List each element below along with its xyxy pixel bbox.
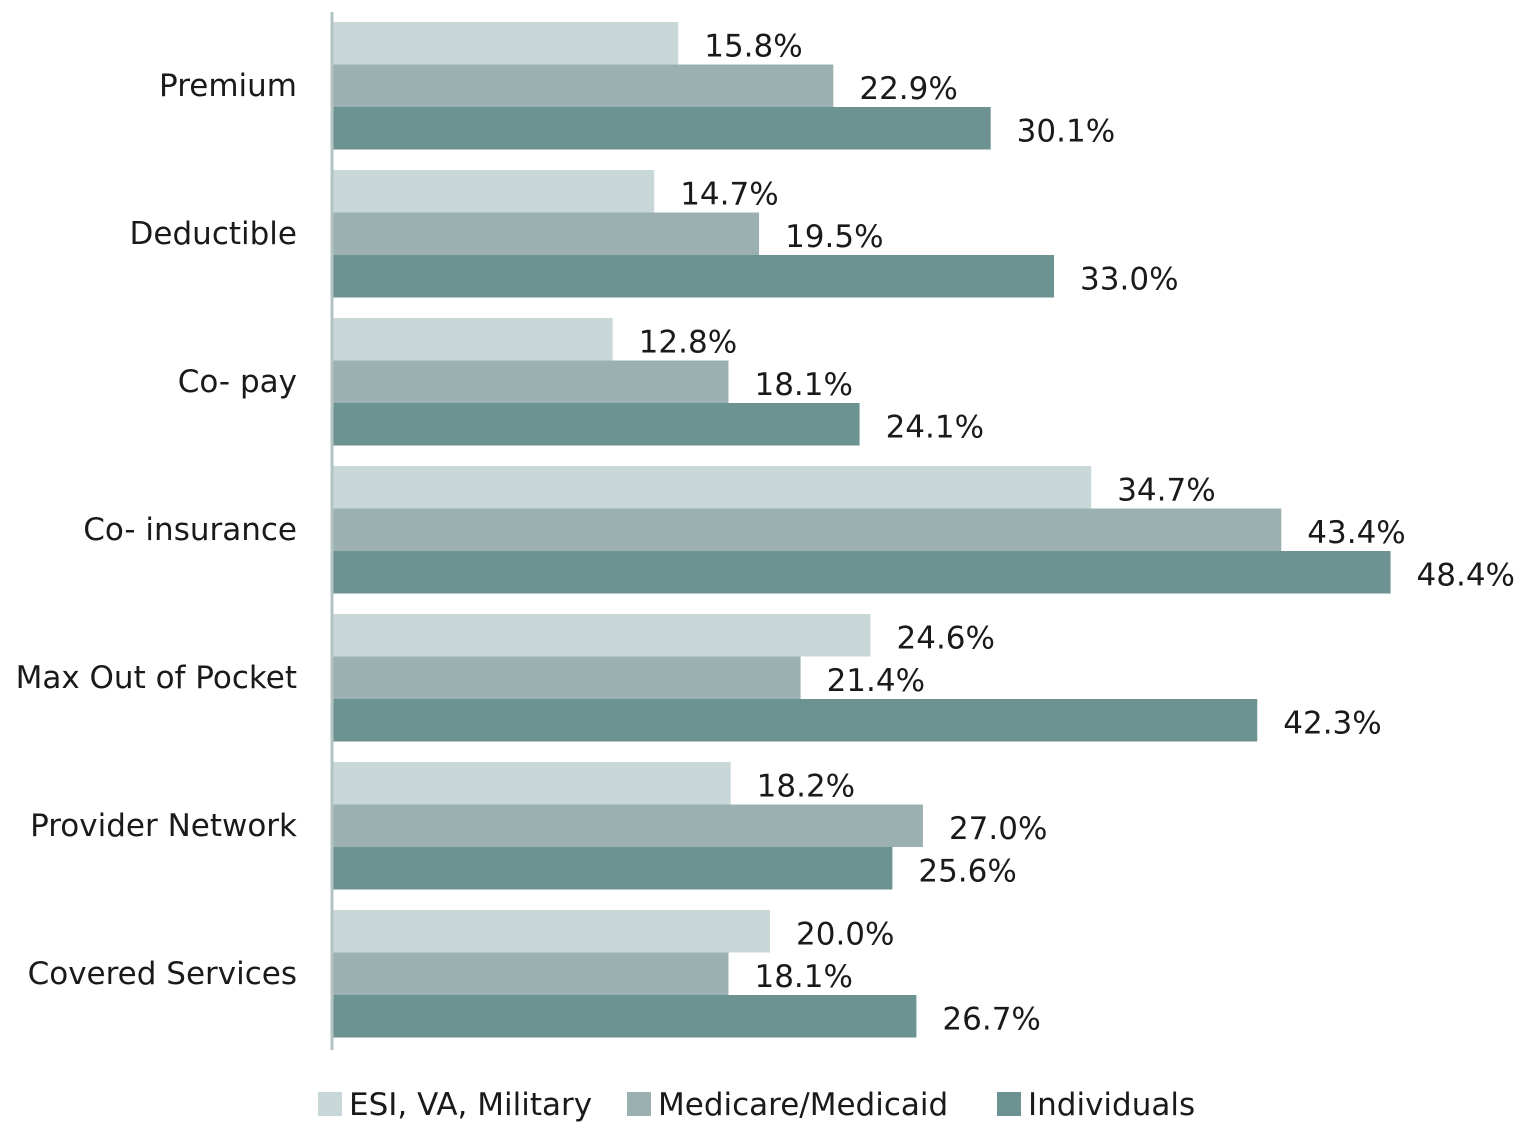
data-label: 24.1% [886, 409, 984, 445]
category-label: Deductible [130, 216, 297, 252]
category-label: Co- insurance [83, 512, 297, 548]
data-label: 18.1% [754, 367, 852, 403]
data-label: 21.4% [827, 663, 925, 699]
legend-label: ESI, VA, Military [349, 1087, 592, 1123]
bar-esi-va-military [333, 910, 770, 953]
data-label: 26.7% [942, 1001, 1040, 1037]
data-label: 20.0% [796, 916, 894, 952]
category-label: Covered Services [28, 956, 297, 992]
bar-medicare-medicaid [333, 952, 729, 995]
bar-esi-va-military [333, 466, 1092, 509]
bar-individuals [333, 995, 917, 1038]
data-label: 24.6% [897, 620, 995, 656]
bars-group [333, 22, 1391, 1038]
data-label: 48.4% [1417, 557, 1515, 593]
bar-medicare-medicaid [333, 212, 760, 255]
bar-esi-va-military [333, 318, 613, 361]
category-label: Co- pay [178, 364, 297, 400]
data-label: 12.8% [639, 324, 737, 360]
category-label: Max Out of Pocket [16, 660, 297, 696]
bar-medicare-medicaid [333, 360, 729, 403]
data-label: 30.1% [1017, 113, 1115, 149]
data-label: 18.2% [757, 768, 855, 804]
bar-medicare-medicaid [333, 508, 1282, 551]
data-label: 42.3% [1283, 705, 1381, 741]
bar-individuals [333, 107, 991, 150]
bar-individuals [333, 255, 1055, 298]
data-label: 43.4% [1307, 515, 1405, 551]
bar-medicare-medicaid [333, 804, 923, 847]
legend-label: Medicare/Medicaid [658, 1087, 948, 1123]
legend-label: Individuals [1028, 1087, 1195, 1123]
bar-esi-va-military [333, 614, 871, 657]
data-label: 18.1% [754, 959, 852, 995]
value-labels-group: 15.8% 22.9% 30.1% 14.7%19.5% 33.0% 12.8% 18.1%… [639, 28, 1515, 1037]
bar-individuals [333, 699, 1258, 742]
bar-individuals [333, 847, 893, 890]
data-label: 14.7% [680, 176, 778, 212]
bar-individuals [333, 403, 860, 446]
data-label: 34.7% [1117, 472, 1215, 508]
legend: ESI, VA, Military Medicare/Medicaid Indivi… [318, 1087, 1195, 1123]
category-label: Premium [159, 68, 297, 104]
data-label: 33.0% [1080, 261, 1178, 297]
bar-esi-va-military [333, 762, 731, 805]
category-labels-group: Premium Deductible Co- pay Co- insurance Max… [16, 68, 297, 992]
data-label: 27.0% [949, 811, 1047, 847]
bar-medicare-medicaid [333, 656, 801, 699]
legend-swatch [997, 1092, 1021, 1116]
bar-medicare-medicaid [333, 64, 834, 107]
legend-swatch [627, 1092, 651, 1116]
data-label: 19.5% [785, 219, 883, 255]
legend-swatch [318, 1092, 342, 1116]
bar-individuals [333, 551, 1391, 594]
data-label: 25.6% [918, 853, 1016, 889]
bar-esi-va-military [333, 170, 655, 213]
bar-esi-va-military [333, 22, 679, 65]
category-label: Provider Network [30, 808, 297, 844]
data-label: 22.9% [859, 71, 957, 107]
data-label: 15.8% [704, 28, 802, 64]
